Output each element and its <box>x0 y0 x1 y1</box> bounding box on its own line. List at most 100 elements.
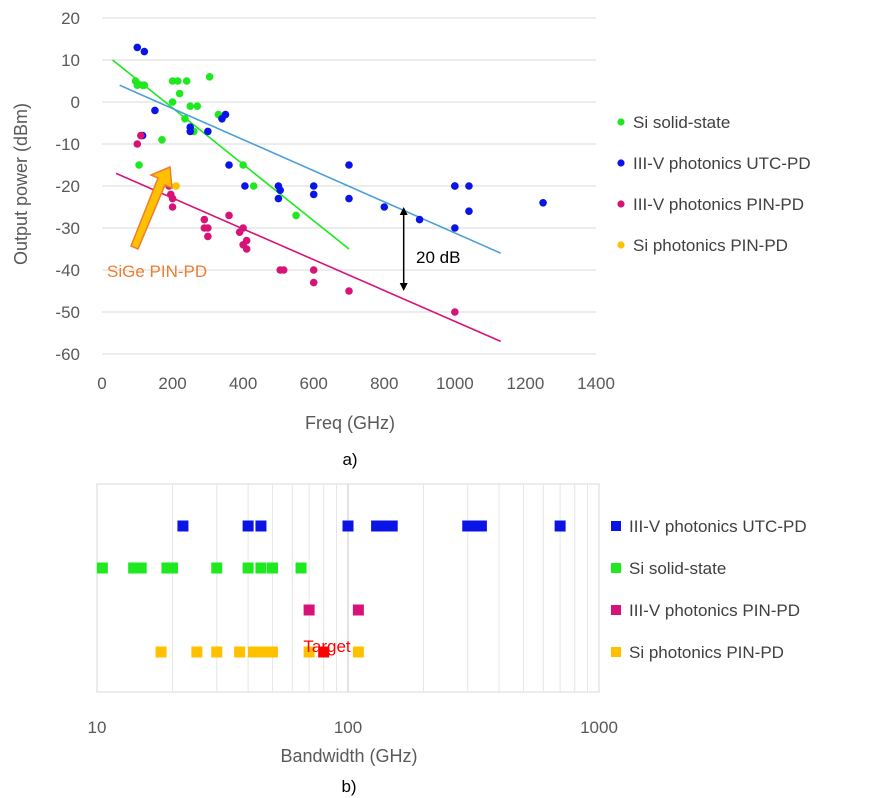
legend-label-iii-v-photonics-pin-pd: III-V photonics PIN-PD <box>629 601 800 620</box>
point-si-solid-state <box>249 182 258 190</box>
marker-si-solid-state <box>135 562 147 574</box>
marker-iii-v-photonics-utc-pd <box>177 520 189 532</box>
x-tick-label-b: 100 <box>334 718 362 737</box>
panel-b: 10 100 1000 Target Bandwidth (GHz) b) III-… <box>88 483 807 796</box>
x-tick-label-a: 800 <box>370 374 398 393</box>
marker-si-solid-state <box>128 562 140 574</box>
point-iii-v-photonics-utc-pd <box>241 182 249 190</box>
marker-si-photonics-pin-pd <box>191 646 203 658</box>
trend-line-iii-v-photonics-utc-pd <box>119 84 502 254</box>
marker-si-photonics-pin-pd <box>155 646 167 658</box>
marker-si-solid-state <box>167 562 179 574</box>
x-tick-labels-a: 0 200 400 600 800 1000 1200 1400 <box>97 374 615 393</box>
point-iii-v-photonics-utc-pd <box>451 182 459 190</box>
legend-marker-si-solid-state <box>617 118 625 126</box>
point-iii-v-photonics-utc-pd <box>221 110 230 119</box>
y-tick-label-a: -60 <box>55 345 80 364</box>
y-axis-label-a: Output power (dBm) <box>11 103 31 265</box>
point-si-solid-state <box>133 81 142 89</box>
point-iii-v-photonics-utc-pd <box>415 215 424 224</box>
x-tick-label-a: 200 <box>158 374 186 393</box>
caption-a: a) <box>342 450 357 469</box>
marker-iii-v-photonics-utc-pd <box>475 520 487 532</box>
point-iii-v-photonics-pin-pd <box>137 131 145 140</box>
point-si-solid-state <box>158 136 166 144</box>
point-iii-v-photonics-pin-pd <box>133 140 142 148</box>
marker-si-solid-state <box>295 562 307 574</box>
y-tick-label-a: 0 <box>71 93 80 112</box>
point-iii-v-photonics-pin-pd <box>242 236 251 245</box>
point-iii-v-photonics-pin-pd <box>345 287 353 295</box>
point-iii-v-photonics-utc-pd <box>380 203 389 211</box>
point-iii-v-photonics-utc-pd <box>274 194 283 203</box>
trend-lines-a <box>112 59 502 343</box>
marker-iii-v-photonics-utc-pd <box>554 520 566 532</box>
point-iii-v-photonics-pin-pd <box>239 224 247 232</box>
marker-si-photonics-pin-pd <box>257 646 269 658</box>
x-tick-label-a: 600 <box>300 374 328 393</box>
legend-label-iii-v-photonics-pin-pd: III-V photonics PIN-PD <box>633 195 804 214</box>
x-tick-label-a: 1000 <box>436 374 474 393</box>
point-iii-v-photonics-utc-pd <box>539 199 547 207</box>
y-tick-label-a: 10 <box>61 51 80 70</box>
point-si-solid-state <box>292 211 300 220</box>
x-tick-label-b: 10 <box>88 718 107 737</box>
marker-iii-v-photonics-utc-pd <box>255 520 267 532</box>
point-iii-v-photonics-utc-pd <box>309 182 318 190</box>
marker-iii-v-photonics-utc-pd <box>386 520 398 532</box>
point-iii-v-photonics-utc-pd <box>204 127 212 136</box>
point-iii-v-photonics-pin-pd <box>309 266 318 274</box>
marker-si-solid-state <box>242 562 254 574</box>
20db-arrow-head-top <box>399 207 408 215</box>
marker-si-photonics-pin-pd <box>352 646 364 658</box>
marker-si-photonics-pin-pd <box>247 646 259 658</box>
data-points-b <box>96 520 566 658</box>
marker-si-photonics-pin-pd <box>303 646 315 658</box>
y-tick-labels-a: 20 10 0 -10 -20 -30 -40 -50 -60 <box>55 9 80 364</box>
legend-label-si-solid-state: Si solid-state <box>629 559 726 578</box>
y-tick-label-a: -40 <box>55 261 80 280</box>
trend-line-si-solid-state <box>112 59 350 250</box>
point-si-solid-state <box>168 77 177 85</box>
marker-iii-v-photonics-utc-pd <box>242 520 254 532</box>
legend-marker-si-photonics-pin-pd <box>617 241 625 249</box>
point-iii-v-photonics-utc-pd <box>309 190 318 199</box>
point-iii-v-photonics-utc-pd <box>345 161 353 169</box>
point-iii-v-photonics-pin-pd <box>279 266 288 274</box>
point-si-solid-state <box>182 77 191 85</box>
panel-a: 20 10 0 -10 -20 -30 -40 -50 -60 0 200 400 600 800 100… <box>11 9 811 469</box>
legend-marker-iii-v-photonics-pin-pd <box>611 605 621 615</box>
point-iii-v-photonics-pin-pd <box>200 215 209 224</box>
legend-marker-iii-v-photonics-utc-pd <box>617 159 625 167</box>
point-si-solid-state <box>175 89 184 98</box>
marker-iii-v-photonics-utc-pd <box>342 520 354 532</box>
marker-iii-v-photonics-pin-pd <box>352 604 364 616</box>
point-iii-v-photonics-pin-pd <box>204 232 212 241</box>
marker-iii-v-photonics-utc-pd <box>379 520 391 532</box>
20db-label: 20 dB <box>416 248 460 267</box>
point-iii-v-photonics-utc-pd <box>151 106 159 115</box>
point-si-solid-state <box>174 77 182 85</box>
point-iii-v-photonics-pin-pd <box>225 211 233 220</box>
point-si-solid-state <box>186 102 195 110</box>
x-tick-labels-b: 10 100 1000 <box>88 718 618 737</box>
legend-marker-iii-v-photonics-utc-pd <box>611 521 621 531</box>
y-tick-label-a: -50 <box>55 303 80 322</box>
marker-si-photonics-pin-pd <box>234 646 246 658</box>
legend-label-si-photonics-pin-pd: Si photonics PIN-PD <box>633 236 788 255</box>
x-tick-label-a: 0 <box>97 374 106 393</box>
y-tick-label-a: -20 <box>55 177 80 196</box>
point-iii-v-photonics-pin-pd <box>168 194 177 203</box>
point-si-solid-state <box>193 102 202 110</box>
sige-label: SiGe PIN-PD <box>107 262 207 281</box>
x-tick-label-a: 1200 <box>507 374 545 393</box>
point-si-photonics-pin-pd <box>172 182 180 190</box>
legend-marker-iii-v-photonics-pin-pd <box>617 200 625 208</box>
marker-si-solid-state <box>96 562 108 574</box>
legend-marker-si-solid-state <box>611 563 621 573</box>
point-iii-v-photonics-utc-pd <box>276 186 284 194</box>
x-tick-label-b: 1000 <box>580 718 618 737</box>
x-axis-label-a: Freq (GHz) <box>305 413 395 433</box>
point-iii-v-photonics-pin-pd <box>204 224 212 232</box>
marker-iii-v-photonics-utc-pd <box>462 520 474 532</box>
